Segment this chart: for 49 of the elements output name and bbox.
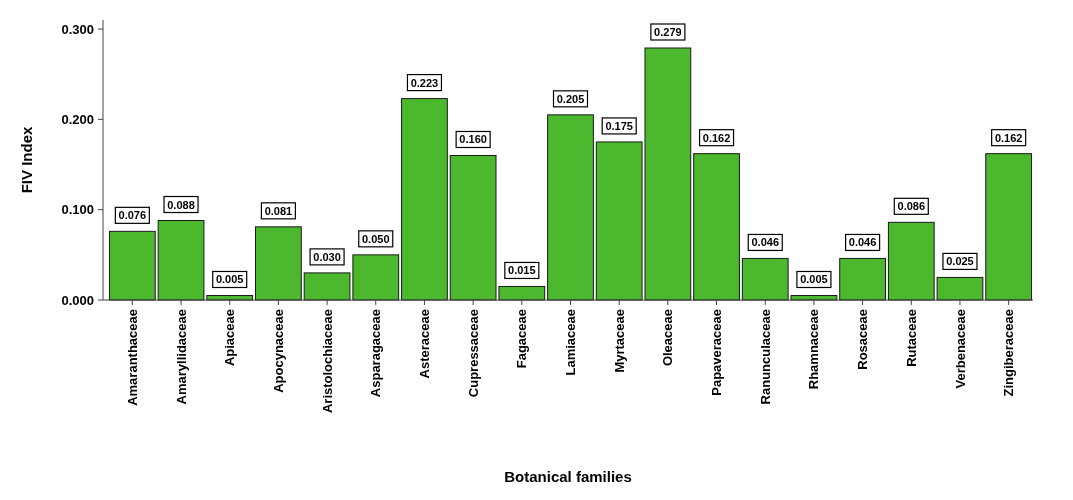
x-tick-label: Verbenaceae — [952, 309, 968, 389]
data-label: 0.086 — [897, 200, 926, 213]
data-label: 0.005 — [800, 273, 828, 286]
data-label: 0.050 — [362, 232, 390, 245]
x-tick-label: Asparagaceae — [368, 309, 384, 398]
x-tick-label: Rutaceae — [903, 309, 919, 367]
data-label: 0.162 — [702, 131, 731, 144]
data-label: 0.015 — [508, 264, 536, 277]
data-label: 0.030 — [313, 250, 341, 263]
x-tick-label: Zingiberaceae — [1001, 309, 1017, 397]
x-tick-label: Fagaceae — [514, 309, 530, 369]
data-label: 0.005 — [215, 273, 244, 286]
data-label: 0.088 — [167, 198, 195, 211]
bar — [401, 98, 448, 301]
data-label: 0.205 — [556, 92, 585, 105]
data-label: 0.025 — [946, 255, 974, 268]
x-tick-label: Rhamnaceae — [806, 309, 822, 390]
x-tick-label: Amaranthaceae — [124, 309, 140, 406]
y-tick-label: 0.000 — [61, 292, 94, 308]
data-label: 0.081 — [264, 204, 293, 217]
bar — [693, 153, 740, 301]
data-label: 0.076 — [118, 209, 147, 222]
y-tick-label: 0.100 — [61, 202, 94, 218]
data-label: 0.046 — [848, 236, 877, 249]
x-tick-label: Aristolochiaceae — [319, 309, 335, 414]
y-tick-label: 0.300 — [61, 21, 94, 37]
x-tick-label: Apiaceae — [222, 309, 238, 367]
x-tick-label: Cupressaceae — [465, 309, 481, 398]
bar — [839, 257, 886, 301]
data-label: 0.160 — [459, 133, 487, 146]
data-label: 0.175 — [605, 119, 633, 132]
x-tick-label: Rosaceae — [855, 309, 871, 370]
x-tick-label: Papaveraceae — [709, 309, 725, 396]
data-label: 0.046 — [751, 236, 779, 249]
data-label: 0.223 — [410, 76, 439, 89]
x-tick-label: Ranunculaceae — [757, 309, 773, 405]
x-axis-title: Botanical families — [504, 468, 632, 485]
bar — [547, 114, 594, 301]
x-tick-label: Amaryllidaceae — [173, 309, 189, 405]
x-tick-label: Oleaceae — [660, 309, 676, 367]
data-label: 0.279 — [654, 26, 682, 38]
x-tick-label: Myrtaceae — [611, 309, 627, 373]
x-tick-label: Apocynaceae — [270, 309, 286, 393]
y-axis-title: FIV Index — [18, 126, 35, 194]
x-tick-label: Lamiaceae — [563, 309, 579, 376]
y-tick-label: 0.200 — [61, 111, 94, 127]
x-tick-label: Asteraceae — [417, 309, 432, 379]
data-label: 0.162 — [994, 131, 1023, 144]
bar — [255, 226, 302, 301]
